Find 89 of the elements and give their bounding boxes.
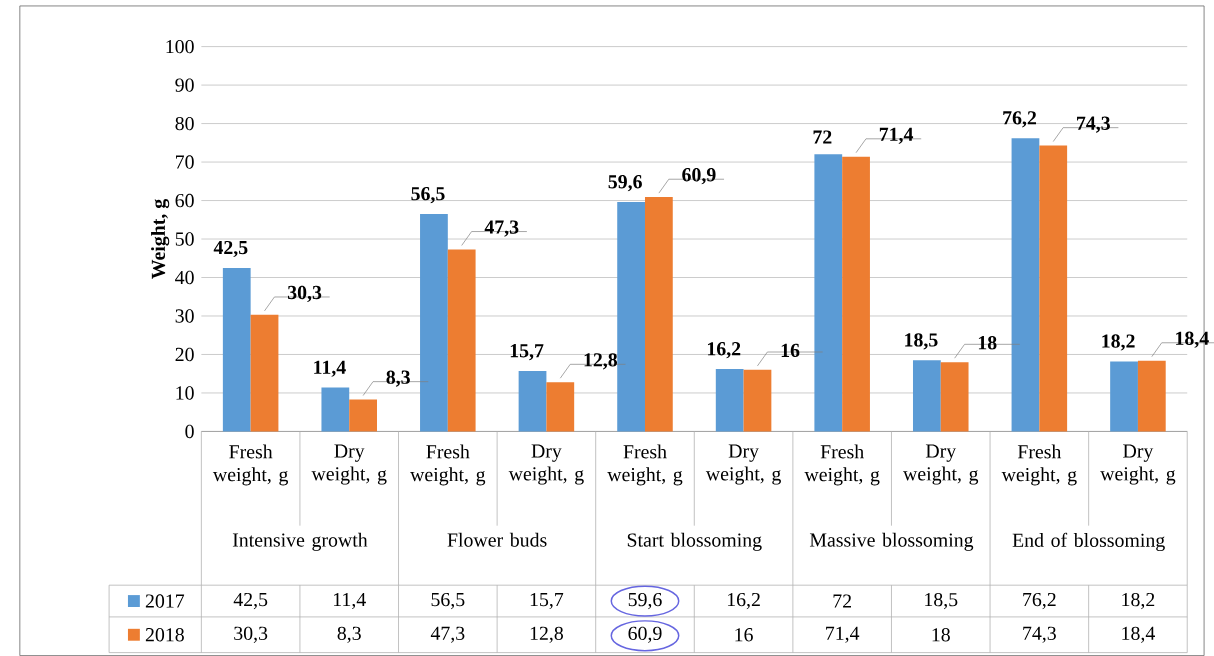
- bar: [546, 382, 575, 432]
- bar: [321, 387, 350, 432]
- bar: [447, 249, 476, 432]
- y-tick-label: 50: [175, 232, 194, 246]
- x-tick-label: Fresh weight, g: [212, 444, 289, 486]
- bar: [250, 315, 279, 432]
- bar: [715, 369, 744, 432]
- text: 18: [978, 336, 997, 350]
- y-tick-label: 90: [175, 78, 194, 92]
- text: 12,8: [584, 353, 618, 370]
- y-tick-label: 70: [176, 155, 194, 169]
- text: 72: [813, 130, 832, 144]
- legend-label: 2017: [145, 594, 185, 608]
- data-label: 47,3: [430, 626, 465, 644]
- text: 15,7: [510, 344, 544, 361]
- text: 56,5: [411, 187, 445, 204]
- bar: [617, 202, 645, 432]
- data-label: 56,5: [431, 593, 465, 610]
- data-label: 18,2: [1122, 593, 1155, 610]
- x-tick-label: Fresh weight, g: [1001, 444, 1077, 486]
- data-label: 18,5: [925, 593, 958, 610]
- text: 59,6: [608, 175, 642, 192]
- bar: [912, 360, 941, 432]
- x-tick-label: Fresh weight, g: [410, 444, 486, 486]
- text: 71,4: [879, 127, 914, 145]
- text: 74,3: [1077, 116, 1110, 133]
- bar: [1137, 360, 1166, 432]
- data-label: 18,4: [1122, 626, 1155, 644]
- x-tick-label: Dry weight, g: [508, 444, 584, 485]
- data-label: 12,8: [530, 626, 563, 644]
- data-label: 74,3: [1023, 626, 1056, 644]
- data-label: 30,3: [234, 626, 268, 644]
- bar: [814, 154, 843, 432]
- y-tick-label: 10: [176, 386, 194, 400]
- bar: [349, 399, 377, 432]
- x-tick-label: Fresh weight, g: [607, 444, 683, 486]
- text: 18,5: [905, 333, 938, 350]
- text: 30,3: [287, 286, 322, 303]
- x-tick-label: Dry weight, g: [903, 444, 979, 485]
- text: End of blossoming: [1012, 533, 1165, 552]
- bar: [518, 371, 547, 432]
- x-tick-label: Fresh weight, g: [804, 444, 880, 486]
- y-tick-label: 100: [166, 40, 194, 54]
- x-tick-label: Dry weight, g: [311, 444, 387, 485]
- text: 8,3: [386, 370, 410, 387]
- y-tick-label: 30: [175, 309, 194, 323]
- data-label: 59,6: [628, 593, 662, 610]
- text: Start blossoming: [627, 533, 762, 552]
- y-tick-label: 0: [185, 424, 194, 439]
- text: 18,4: [1176, 331, 1209, 349]
- text: 60,9: [682, 168, 716, 185]
- bar: [1039, 145, 1068, 432]
- y-tick-label: 20: [175, 347, 194, 362]
- y-tick-label: 60: [175, 194, 194, 208]
- bar: [743, 370, 772, 432]
- x-tick-label: Dry weight, g: [705, 444, 781, 485]
- data-label: 18: [932, 628, 950, 642]
- text: 16: [781, 343, 800, 358]
- data-label: 11,4: [333, 593, 366, 610]
- data-label: 16: [735, 628, 753, 642]
- y-tick-label: 80: [175, 117, 194, 131]
- data-label: 42,5: [233, 593, 268, 610]
- data-label: 71,4: [826, 626, 860, 644]
- bar: [1011, 138, 1040, 432]
- legend-label: 2018: [145, 628, 184, 642]
- bar: [940, 362, 969, 432]
- bar: [1110, 361, 1138, 432]
- data-label: 15,7: [530, 593, 564, 610]
- data-label: 76,2: [1023, 593, 1056, 610]
- data-label: 60,9: [628, 626, 662, 644]
- text: 18,2: [1102, 334, 1135, 351]
- bar: [222, 268, 251, 432]
- text: 16,2: [707, 342, 741, 359]
- y-tick-label: 40: [175, 271, 194, 285]
- text: 47,3: [484, 220, 519, 237]
- bar: [420, 214, 448, 432]
- text: 11,4: [314, 360, 346, 377]
- text: 76,2: [1003, 111, 1037, 128]
- data-label: 8,3: [337, 626, 361, 644]
- text: 42,5: [213, 241, 248, 258]
- bar: [644, 197, 673, 432]
- data-label: 72: [833, 594, 851, 608]
- text: Massive blossoming: [809, 533, 974, 552]
- x-tick-label: Dry weight, g: [1100, 444, 1176, 485]
- text: Intensive growth: [232, 533, 368, 552]
- y-axis-title: Weight, g: [151, 199, 170, 280]
- bar: [842, 156, 870, 432]
- text: Flower buds: [447, 533, 547, 547]
- data-label: 16,2: [727, 593, 760, 610]
